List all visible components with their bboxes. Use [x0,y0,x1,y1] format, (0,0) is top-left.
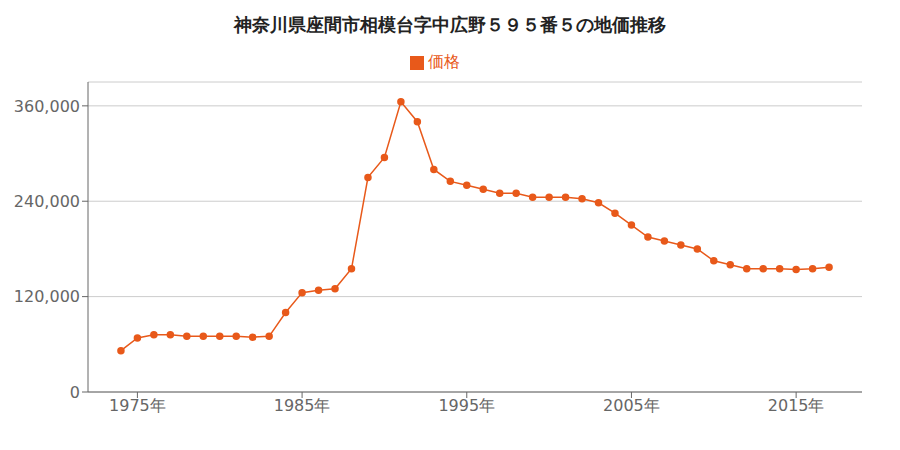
svg-text:360,000: 360,000 [14,97,80,116]
html-text:価格: 価格 [428,52,460,71]
svg-text:120,000: 120,000 [14,287,80,306]
svg-text:240,000: 240,000 [14,192,80,211]
svg-text:2015年: 2015年 [768,396,825,415]
svg-text:1985年: 1985年 [274,396,331,415]
svg-text:0: 0 [70,383,80,402]
html-text:神奈川県座間市相模台字中広野５９５番５の地価推移: 神奈川県座間市相模台字中広野５９５番５の地価推移 [234,14,666,35]
svg-text:2005年: 2005年 [603,396,660,415]
svg-text:1975年: 1975年 [109,396,166,415]
svg-text:1995年: 1995年 [438,396,495,415]
